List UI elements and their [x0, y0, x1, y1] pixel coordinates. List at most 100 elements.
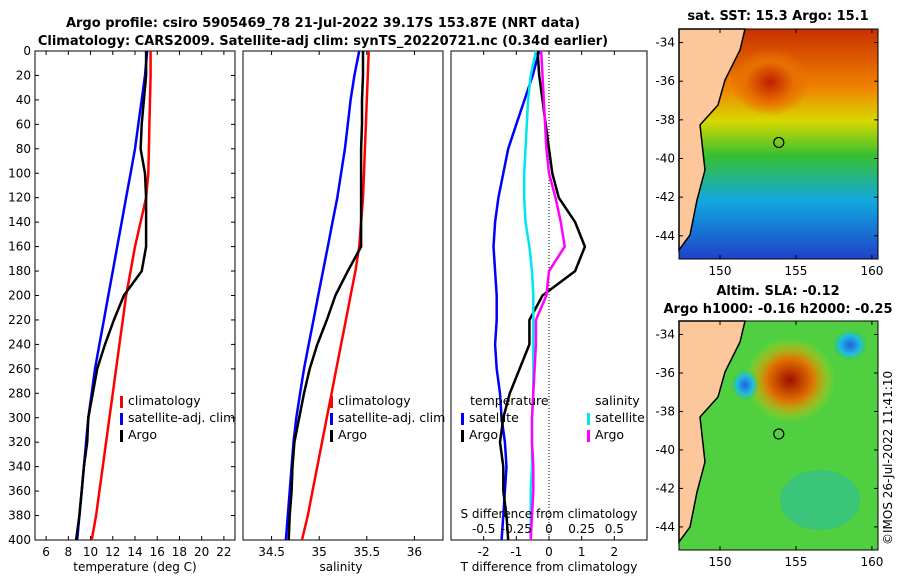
- depth-tick-label: 200: [8, 289, 31, 303]
- salinity-legend: climatology satellite-adj. clim Argo: [330, 393, 445, 442]
- legend-satellite: satellite-adj. clim: [338, 410, 445, 425]
- sla-low-1: [731, 369, 759, 401]
- legend-t-satellite: satellite: [469, 410, 519, 425]
- sla-map-title2: Argo h1000: -0.16 h2000: -0.25: [663, 302, 892, 317]
- legend-swatch-satellite: [330, 413, 333, 425]
- sla-high: [745, 338, 835, 422]
- legend-s-argo: Argo: [595, 427, 624, 442]
- s-tick-label: 0: [545, 522, 553, 536]
- lon-tick-label: 150: [709, 555, 732, 569]
- x-tick-label: 8: [65, 545, 73, 559]
- sla-lat-ticks: -34 -36 -38 -40 -42 -44: [655, 327, 878, 534]
- s-tick-label: 0.25: [568, 522, 595, 536]
- sla-map-frame: [678, 320, 879, 551]
- x-tick-label: -2: [478, 545, 490, 559]
- temperature-legend: climatology satellite-adj. clim Argo: [120, 393, 235, 442]
- x-tick-label: 14: [127, 545, 142, 559]
- float-marker: [773, 428, 785, 440]
- lat-tick-label: -38: [655, 404, 675, 418]
- legend-swatch-climatology: [120, 396, 123, 408]
- s-tick-label: -0.25: [501, 522, 532, 536]
- lat-tick-label: -42: [655, 190, 675, 204]
- salinity-xlabel: salinity: [319, 560, 362, 574]
- temperature-panel: 0204060801001201401601802002202402602803…: [8, 44, 647, 574]
- depth-tick-label: 340: [8, 460, 31, 474]
- legend-t-argo: Argo: [469, 427, 498, 442]
- sla-lon-ticks: 150 155 160: [709, 321, 883, 569]
- lat-tick-label: -42: [655, 481, 675, 495]
- lat-tick-label: -36: [655, 74, 675, 88]
- legend-swatch-s-satellite: [587, 413, 590, 425]
- x-tick-label: 12: [105, 545, 120, 559]
- depth-tick-label: 280: [8, 386, 31, 400]
- sla-low-3: [780, 470, 860, 530]
- x-tick-label: -1: [510, 545, 522, 559]
- lon-tick-label: 160: [860, 264, 883, 278]
- sst-lat-ticks: -34 -36 -38 -40 -42 -44: [655, 36, 878, 243]
- x-tick-label: 35: [312, 545, 327, 559]
- sst-map: sat. SST: 15.3 Argo: 15.1 -34 -36 -38 -40 -4…: [655, 9, 883, 278]
- temperature-series: [74, 50, 152, 541]
- sla-map: Altim. SLA: -0.12 Argo h1000: -0.16 h200…: [655, 284, 892, 569]
- s-tick-label: 0.5: [605, 522, 624, 536]
- legend-climatology: climatology: [128, 393, 201, 408]
- lat-tick-label: -34: [655, 36, 675, 50]
- lat-tick-label: -44: [655, 229, 675, 243]
- watermark: ©IMOS 26-Jul-2022 11:41:10: [881, 371, 895, 545]
- difference-axes: [450, 50, 648, 541]
- difference-series: [492, 50, 587, 541]
- depth-tick-label: 180: [8, 264, 31, 278]
- sst-lon-ticks: 150 155 160: [709, 29, 883, 278]
- depth-tick-label: 260: [8, 362, 31, 376]
- legend-swatch-s-argo: [587, 430, 590, 442]
- legend-swatch-t-argo: [461, 430, 464, 442]
- land-coastline: [678, 28, 746, 253]
- salinity-axes: [242, 50, 444, 541]
- difference-panel: -2 -1 0 1 2 T difference from climatology S …: [450, 50, 648, 574]
- lon-tick-label: 155: [785, 264, 808, 278]
- x-tick-label: 36: [407, 545, 422, 559]
- depth-tick-label: 300: [8, 411, 31, 425]
- sst-map-title: sat. SST: 15.3 Argo: 15.1: [687, 9, 868, 24]
- depth-tick-label: 380: [8, 509, 31, 523]
- x-tick-label: 1: [578, 545, 586, 559]
- x-tick-label: 10: [83, 545, 98, 559]
- sst-map-frame: [678, 28, 879, 260]
- s-difference-label: S difference from climatology: [461, 507, 638, 521]
- salinity-panel: 34.5 35 35.5 36 salinity climatology satell…: [242, 50, 445, 574]
- difference-legend: temperature satellite Argo salinity sate…: [461, 393, 645, 442]
- temperature-axes: [34, 50, 236, 541]
- lat-tick-label: -40: [655, 443, 675, 457]
- sla-map-title1: Altim. SLA: -0.12: [716, 284, 839, 299]
- series-temperature-argo: [498, 50, 587, 541]
- temperature-xlabel: temperature (deg C): [73, 560, 196, 574]
- x-tick-label: 6: [42, 545, 50, 559]
- x-tick-label: 0: [545, 545, 553, 559]
- difference-xlabel: T difference from climatology: [460, 560, 638, 574]
- salinity-tick-labels: 34.5 35 35.5 36: [258, 51, 422, 559]
- depth-tick-label: 320: [8, 435, 31, 449]
- s-tick-label: -0.5: [472, 522, 495, 536]
- title-line2: Climatology: CARS2009. Satellite-adj cli…: [38, 34, 608, 49]
- s-difference-ticks: -0.5 -0.25 0 0.25 0.5: [472, 522, 624, 536]
- legend-s-title: salinity: [595, 393, 640, 408]
- x-tick-label: 2: [611, 545, 619, 559]
- x-tick-label: 34.5: [258, 545, 285, 559]
- x-tick-label: 22: [216, 545, 231, 559]
- series-argo: [74, 51, 148, 541]
- lon-tick-label: 155: [785, 555, 808, 569]
- difference-tick-labels: -2 -1 0 1 2: [478, 51, 618, 559]
- legend-climatology: climatology: [338, 393, 411, 408]
- series-climatology: [90, 51, 152, 541]
- legend-swatch-t-satellite: [461, 413, 464, 425]
- x-tick-label: 20: [194, 545, 209, 559]
- series-temperature-satellite: [492, 50, 541, 541]
- lon-tick-label: 150: [709, 264, 732, 278]
- legend-swatch-satellite: [120, 413, 123, 425]
- lat-tick-label: -38: [655, 113, 675, 127]
- depth-tick-label: 20: [16, 68, 31, 82]
- depth-tick-label: 120: [8, 191, 31, 205]
- legend-argo: Argo: [338, 427, 367, 442]
- legend-swatch-climatology: [330, 396, 333, 408]
